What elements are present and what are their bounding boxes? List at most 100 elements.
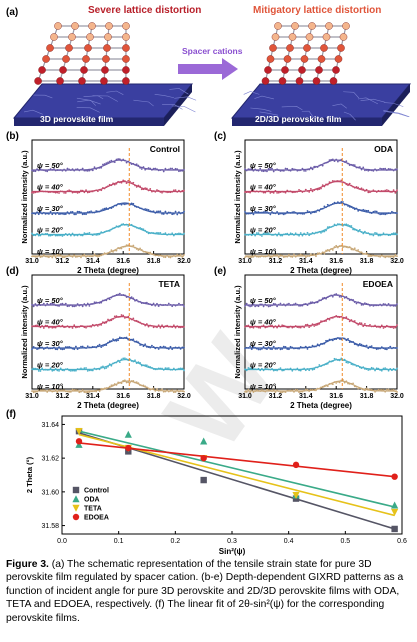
- lattice-atom: [105, 22, 113, 30]
- data-point: [288, 253, 290, 256]
- data-point: [73, 305, 76, 308]
- data-point: [49, 210, 52, 213]
- data-point: [294, 302, 297, 305]
- data-point: [37, 370, 40, 372]
- data-point: [382, 232, 385, 235]
- data-point: [75, 369, 77, 372]
- data-point: [374, 210, 376, 213]
- data-point: [365, 344, 368, 347]
- data-point: [115, 339, 118, 342]
- series-line: [32, 380, 184, 392]
- data-point: [331, 248, 334, 251]
- data-point: [250, 348, 253, 351]
- film-crack: [23, 109, 43, 115]
- data-point: [88, 232, 91, 234]
- data-point: [178, 170, 180, 173]
- data-point: [345, 160, 348, 163]
- data-point: [118, 292, 121, 295]
- data-point: [367, 169, 370, 172]
- data-point: [370, 366, 373, 369]
- spacer-arrow: [178, 58, 238, 80]
- data-point: [68, 345, 71, 348]
- lattice-atom: [329, 77, 338, 85]
- film-crack: [133, 99, 154, 107]
- data-point: [127, 381, 130, 384]
- arrow-label: Spacer cations: [182, 46, 243, 56]
- psi-label: ψ = 40°: [37, 183, 64, 192]
- psi-label: ψ = 50°: [37, 161, 64, 170]
- data-point: [156, 189, 158, 191]
- data-point: [76, 210, 79, 213]
- data-point: [353, 164, 356, 167]
- data-point: [266, 348, 268, 350]
- film-crack: [243, 91, 260, 95]
- data-point: [73, 369, 76, 372]
- data-point: [91, 169, 94, 172]
- data-point: [249, 256, 251, 259]
- data-point: [380, 167, 383, 170]
- data-point: [299, 232, 302, 234]
- data-point: [174, 326, 177, 329]
- data-point: [75, 438, 83, 445]
- data-point: [299, 326, 302, 329]
- data-point: [294, 232, 297, 235]
- data-point: [309, 301, 312, 304]
- lattice-atom: [88, 22, 96, 30]
- data-point: [353, 247, 356, 250]
- data-point: [254, 305, 257, 308]
- data-point: [61, 348, 64, 351]
- data-point: [384, 256, 387, 259]
- data-point: [392, 327, 395, 329]
- data-point: [245, 302, 248, 305]
- data-point: [75, 345, 77, 348]
- data-point: [282, 213, 285, 216]
- data-point: [375, 348, 378, 351]
- data-point: [125, 444, 132, 452]
- data-point: [42, 327, 45, 329]
- data-point: [391, 501, 399, 509]
- data-point: [86, 391, 89, 394]
- data-point: [262, 170, 265, 173]
- data-point: [61, 302, 64, 305]
- data-point: [355, 302, 358, 305]
- data-point: [66, 305, 69, 308]
- data-point: [244, 256, 246, 259]
- data-point: [250, 256, 253, 259]
- data-point: [39, 168, 42, 170]
- data-point: [120, 181, 123, 184]
- data-point: [124, 430, 132, 438]
- data-point: [164, 256, 167, 259]
- data-point: [112, 338, 114, 341]
- lattice-atom: [50, 33, 58, 41]
- x-tick-label: 31.4: [299, 258, 313, 265]
- data-point: [392, 189, 395, 192]
- data-point: [64, 302, 67, 305]
- data-point: [274, 391, 277, 394]
- lattice-atom: [78, 77, 86, 85]
- data-point: [152, 302, 155, 305]
- data-point: [308, 369, 311, 372]
- data-point: [321, 184, 324, 187]
- data-point: [260, 235, 263, 237]
- series-line: [32, 159, 184, 171]
- data-point: [98, 343, 101, 346]
- panel-title: EDOEA: [363, 279, 393, 289]
- data-point: [181, 256, 184, 258]
- data-point: [83, 232, 86, 235]
- data-point: [306, 210, 309, 212]
- data-point: [71, 388, 74, 391]
- data-point: [140, 168, 143, 170]
- x-tick-label: 31.0: [25, 258, 39, 265]
- data-point: [46, 302, 49, 305]
- data-point: [249, 326, 251, 329]
- data-point: [71, 305, 74, 308]
- y-tick-label: 31.62: [41, 456, 59, 463]
- data-point: [284, 191, 287, 194]
- data-point: [364, 323, 366, 325]
- plot-frame: [31, 139, 185, 255]
- data-point: [266, 388, 268, 391]
- data-point: [369, 191, 371, 194]
- data-point: [86, 169, 89, 172]
- data-point: [391, 525, 398, 533]
- series-line: [245, 315, 397, 328]
